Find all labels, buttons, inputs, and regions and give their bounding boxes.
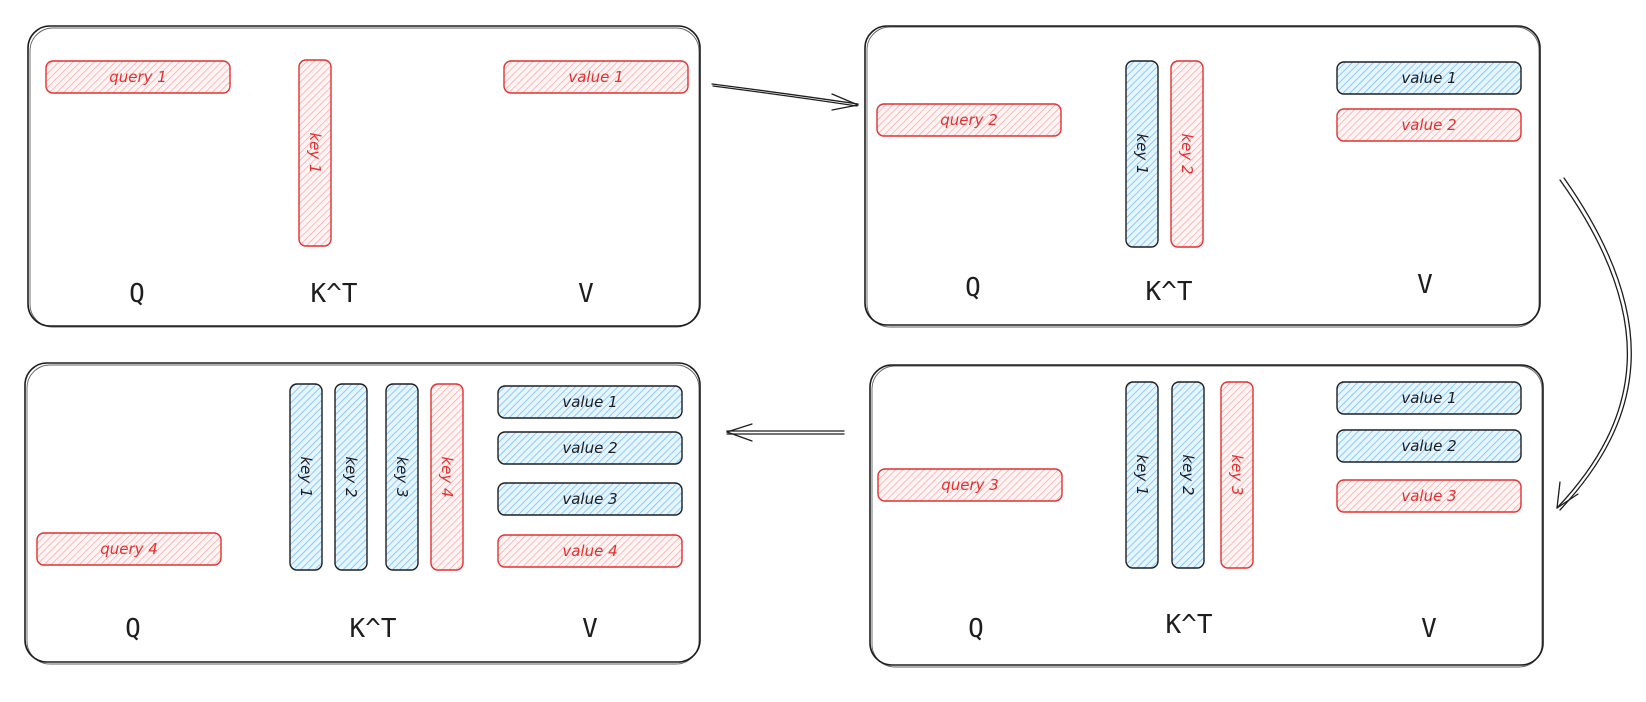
key-bar-4: key 4 bbox=[430, 383, 464, 571]
value-bar-2: value 2 bbox=[497, 431, 683, 465]
query-label: query 1 bbox=[109, 68, 167, 86]
q-label: Q bbox=[968, 614, 984, 644]
key-bar-1: key 1 bbox=[289, 383, 323, 571]
v-label: V bbox=[1417, 270, 1433, 300]
panel-frame-sketch bbox=[26, 364, 700, 665]
value-label: value 1 bbox=[1401, 69, 1456, 87]
key-label: key 1 bbox=[297, 456, 315, 497]
panel-frame-sketch bbox=[871, 365, 1543, 668]
value-bar-3: value 3 bbox=[1336, 479, 1522, 513]
query-label: query 3 bbox=[941, 476, 999, 494]
value-label: value 2 bbox=[562, 439, 617, 457]
kt-label: K^T bbox=[311, 279, 358, 309]
v-label: V bbox=[582, 614, 598, 644]
value-label: value 4 bbox=[562, 542, 617, 560]
value-label: value 1 bbox=[568, 68, 623, 86]
panel-4: query 4 key 1 key 2 key 3 key 4 value 1 … bbox=[24, 362, 701, 665]
kt-label: K^T bbox=[1166, 610, 1213, 640]
key-label: key 4 bbox=[438, 456, 456, 497]
query-label: query 4 bbox=[100, 540, 158, 558]
value-bar-2: value 2 bbox=[1336, 108, 1522, 142]
key-label: key 2 bbox=[1179, 454, 1197, 495]
v-label: V bbox=[1421, 614, 1437, 644]
query-bar: query 1 bbox=[45, 60, 231, 94]
key-label: key 3 bbox=[1228, 454, 1246, 495]
query-bar: query 4 bbox=[36, 532, 222, 566]
key-bar-1: key 1 bbox=[298, 59, 332, 247]
kt-label: K^T bbox=[1146, 277, 1193, 307]
key-bar-2: key 2 bbox=[334, 383, 368, 571]
panel-frame-sketch bbox=[866, 26, 1540, 328]
key-label: key 2 bbox=[342, 456, 360, 497]
key-bar-1: key 1 bbox=[1125, 60, 1159, 248]
arrow-panel1-to-panel2 bbox=[711, 83, 859, 111]
q-label: Q bbox=[965, 273, 981, 303]
query-label: query 2 bbox=[940, 111, 998, 129]
panel-2: query 2 key 1 key 2 value 1 value 2 Q K^… bbox=[864, 25, 1541, 328]
panel-frame bbox=[27, 25, 701, 327]
key-label: key 3 bbox=[393, 456, 411, 497]
value-bar-2: value 2 bbox=[1336, 429, 1522, 463]
key-bar-3: key 3 bbox=[385, 383, 419, 571]
key-label: key 1 bbox=[1133, 454, 1151, 495]
value-label: value 3 bbox=[1401, 487, 1456, 505]
key-label: key 1 bbox=[1133, 133, 1151, 174]
value-bar-1: value 1 bbox=[1336, 381, 1522, 415]
value-label: value 2 bbox=[1401, 116, 1456, 134]
arrow-panel2-to-panel3 bbox=[1556, 177, 1632, 511]
key-label: key 2 bbox=[1178, 133, 1196, 174]
key-bar-2: key 2 bbox=[1170, 60, 1204, 248]
panel-3: query 3 key 1 key 2 key 3 value 1 value … bbox=[869, 364, 1544, 668]
query-bar: query 3 bbox=[877, 468, 1063, 502]
value-label: value 1 bbox=[562, 393, 617, 411]
arrow-panel3-to-panel4 bbox=[726, 423, 845, 442]
panel-frame-sketch bbox=[29, 27, 700, 328]
value-bar-1: value 1 bbox=[497, 385, 683, 419]
value-label: value 3 bbox=[562, 490, 617, 508]
key-bar-3: key 3 bbox=[1220, 381, 1254, 569]
key-bar-1: key 1 bbox=[1125, 381, 1159, 569]
value-bar-3: value 3 bbox=[497, 482, 683, 516]
panel-1: query 1 key 1 value 1 Q K^T V bbox=[27, 25, 701, 328]
q-label: Q bbox=[129, 279, 145, 309]
kt-label: K^T bbox=[350, 614, 397, 644]
value-bar-4: value 4 bbox=[497, 534, 683, 568]
key-bar-2: key 2 bbox=[1171, 381, 1205, 569]
value-bar-1: value 1 bbox=[1336, 61, 1522, 95]
value-label: value 1 bbox=[1401, 389, 1456, 407]
query-bar: query 2 bbox=[876, 103, 1062, 137]
value-label: value 2 bbox=[1401, 437, 1456, 455]
v-label: V bbox=[578, 279, 594, 309]
q-label: Q bbox=[125, 614, 141, 644]
value-bar-1: value 1 bbox=[503, 60, 689, 94]
key-label: key 1 bbox=[306, 132, 324, 173]
